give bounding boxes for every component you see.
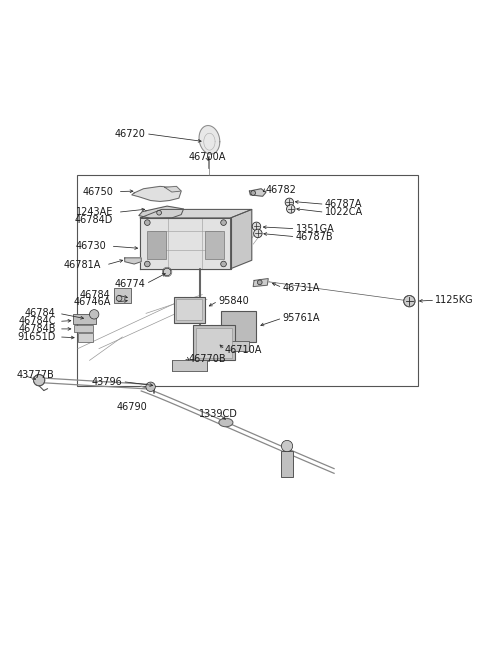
Bar (177, 299, 203, 320)
Text: 46770B: 46770B (188, 354, 226, 364)
Text: 91651D: 91651D (17, 332, 56, 342)
Text: 1125KG: 1125KG (435, 295, 474, 305)
Circle shape (251, 191, 255, 195)
Text: 46774: 46774 (114, 279, 145, 289)
Bar (221, 311, 256, 342)
Text: 43796: 43796 (92, 377, 122, 386)
Polygon shape (250, 189, 266, 196)
Text: 46750: 46750 (82, 187, 113, 196)
Circle shape (221, 261, 227, 267)
Circle shape (221, 220, 227, 225)
Bar (196, 328, 232, 358)
Text: 46790: 46790 (117, 402, 147, 411)
Bar (193, 325, 235, 360)
Circle shape (34, 375, 45, 386)
Circle shape (144, 261, 150, 267)
Text: 46720: 46720 (115, 128, 146, 139)
Text: 46784B: 46784B (18, 324, 56, 334)
Text: 46784: 46784 (25, 309, 56, 318)
Text: 1243AE: 1243AE (76, 207, 113, 217)
Circle shape (89, 310, 99, 319)
Polygon shape (230, 210, 252, 269)
Text: 95761A: 95761A (282, 313, 320, 323)
Polygon shape (125, 258, 141, 264)
Bar (172, 360, 207, 371)
Text: 46784D: 46784D (74, 215, 113, 225)
Bar (147, 231, 166, 259)
Text: 43777B: 43777B (16, 371, 54, 381)
Text: 46730: 46730 (75, 241, 106, 251)
Text: 46781A: 46781A (64, 260, 101, 270)
Circle shape (252, 222, 261, 231)
Text: 1022CA: 1022CA (324, 207, 363, 217)
Polygon shape (140, 210, 252, 218)
Circle shape (116, 295, 122, 301)
Bar (174, 297, 204, 323)
Bar (78, 333, 93, 342)
Polygon shape (253, 278, 268, 287)
Bar (204, 231, 224, 259)
Bar (73, 314, 96, 324)
Text: 46784: 46784 (80, 290, 110, 299)
Circle shape (163, 269, 171, 276)
Polygon shape (140, 218, 230, 269)
Circle shape (253, 229, 262, 238)
Text: 46731A: 46731A (282, 282, 320, 293)
Text: 46700A: 46700A (188, 152, 226, 162)
Text: 1351GA: 1351GA (296, 224, 334, 234)
Circle shape (285, 198, 294, 206)
Text: 1339CD: 1339CD (199, 409, 238, 419)
Text: 46784C: 46784C (18, 316, 56, 326)
Circle shape (157, 210, 161, 215)
Ellipse shape (219, 419, 233, 427)
Text: 95840: 95840 (218, 296, 249, 306)
Bar (224, 341, 250, 351)
Text: 46746A: 46746A (73, 297, 110, 307)
Circle shape (404, 295, 415, 307)
Circle shape (144, 220, 150, 225)
Circle shape (257, 280, 262, 285)
Circle shape (146, 382, 156, 392)
Polygon shape (199, 126, 220, 154)
Bar (114, 288, 131, 303)
Text: 46782: 46782 (266, 185, 297, 195)
Bar (281, 451, 293, 477)
Text: 46710A: 46710A (225, 345, 263, 354)
Text: 46787A: 46787A (324, 199, 362, 209)
Polygon shape (132, 187, 181, 202)
Polygon shape (139, 206, 183, 218)
Bar (74, 325, 93, 332)
Circle shape (281, 440, 293, 452)
Text: 46787B: 46787B (296, 232, 333, 242)
Circle shape (287, 205, 295, 213)
Polygon shape (165, 187, 181, 192)
Bar (77, 175, 418, 386)
